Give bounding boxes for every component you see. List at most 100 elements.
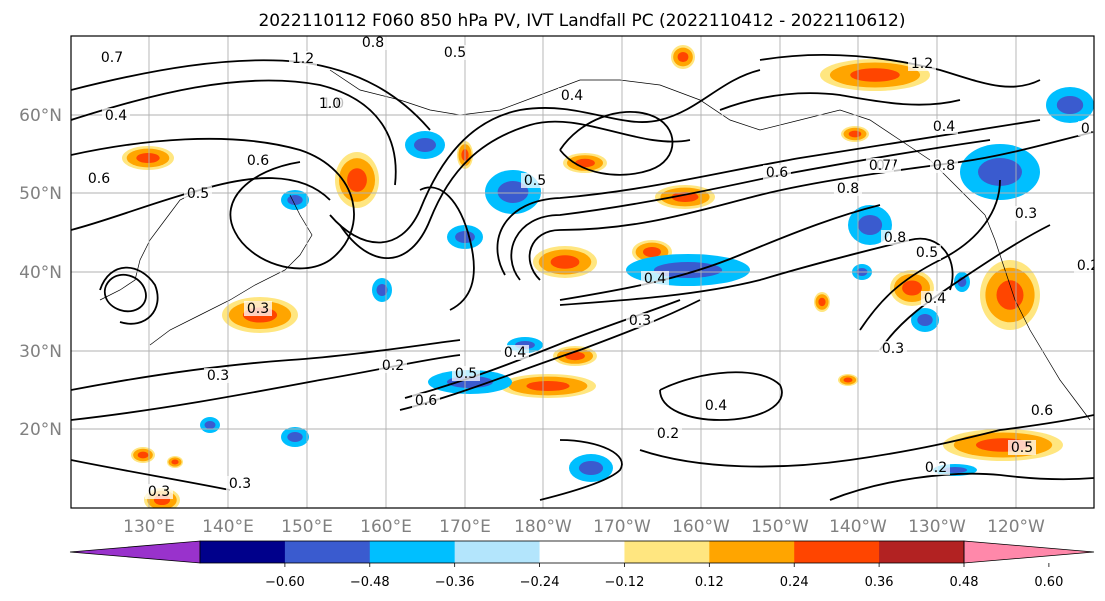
coastline [329, 69, 986, 216]
positive-anomaly-core [902, 280, 922, 296]
contour-label: 0.8 [362, 35, 384, 51]
pv-contour [719, 92, 961, 111]
contour-label: 0.4 [705, 398, 727, 414]
negative-anomaly-core [653, 262, 723, 278]
contour-label-bg [881, 230, 909, 245]
contour-label: 0.3 [247, 301, 269, 317]
colorbar-tick-label: −0.48 [350, 575, 390, 590]
contour-label-bg [1093, 0, 1105, 8]
contour-label-bg [1074, 258, 1094, 273]
contour-label-bg [204, 368, 232, 383]
contour-label: 0.3 [629, 313, 651, 329]
positive-anomaly-core [643, 246, 661, 258]
colorbar-extend-high [963, 540, 1095, 564]
contour-label-bg [452, 366, 480, 381]
contour-label: 1.2 [911, 56, 933, 72]
contour-label-bg [359, 36, 387, 50]
contour-label: 0.5 [916, 245, 938, 261]
positive-anomaly-core [850, 68, 900, 82]
contour-label: 0.7 [101, 50, 123, 66]
pv-contour [528, 131, 1094, 281]
colorbar-tick-label: 0.48 [950, 575, 979, 590]
contour-label: 0.5 [187, 186, 209, 202]
colorbar: −0.60 −0.48 −0.36 −0.24 −0.12 0.12 0.24 0.36 0.4… [69, 540, 1095, 590]
colorbar-extend-low [69, 540, 201, 564]
contour-label: 0.6 [766, 165, 788, 181]
pv-contour [879, 224, 1051, 351]
contour-label: 0.3 [882, 341, 904, 357]
x-tick-label: 160°W [672, 517, 730, 537]
colorbar-segment [284, 541, 371, 563]
y-tick-label: 20°N [19, 420, 62, 440]
pv-contour [829, 472, 1094, 501]
colorbar-segment [369, 541, 456, 563]
negative-anomaly-core [287, 195, 303, 205]
contour-label: 0.5 [524, 173, 546, 189]
chart-title: 2022110112 F060 850 hPa PV, IVT Landfall… [258, 11, 905, 31]
pv-contour [71, 459, 231, 491]
positive-anomaly-core [526, 380, 570, 392]
contour-label-bg [501, 345, 529, 360]
contour-label: 0.8 [837, 181, 859, 197]
contour-label-bg [1086, 0, 1105, 8]
pv-contour [103, 273, 147, 313]
negative-anomaly-core [414, 138, 436, 152]
pv-contour [559, 111, 674, 176]
colorbar-tick-label: −0.60 [265, 575, 305, 590]
contour-label-bg [879, 341, 907, 356]
y-tick-label: 40°N [19, 263, 62, 283]
contour-label: 0.4 [561, 88, 583, 104]
contour-label-bg [626, 313, 654, 328]
contour-label: 0.3 [1015, 206, 1037, 222]
contour-label: 0.2 [1089, 0, 1105, 9]
pv-contour [71, 339, 461, 391]
contour-label-bg [316, 96, 344, 111]
contour-label: 0.6 [1031, 403, 1053, 419]
positive-anomaly-core [677, 51, 689, 63]
gridlines [71, 36, 1094, 508]
y-axis-ticks: 20°N 30°N 40°N 50°N 60°N [19, 106, 62, 440]
colorbar-segment [539, 541, 625, 563]
pv-contours [71, 53, 1094, 501]
contour-label: 1.0 [319, 96, 341, 112]
contour-label: 0.4 [504, 345, 526, 361]
contour-label: 0.6 [88, 171, 110, 187]
contour-label-bg [441, 45, 469, 60]
negative-anomaly-core [376, 284, 388, 296]
pv-contour [339, 120, 691, 259]
colorbar-tick-label: 0.24 [780, 575, 809, 590]
pv-contour [99, 266, 159, 325]
contour-label-bg [1008, 440, 1036, 455]
positive-anomaly-core [996, 280, 1024, 310]
negative-anomaly-core [578, 461, 604, 475]
pv-contour [329, 69, 761, 244]
contour-label: 0.8 [933, 158, 955, 174]
pv-contour [559, 204, 881, 301]
negative-anomaly-core [917, 314, 933, 326]
colorbar-tick-label: 0.60 [1034, 575, 1063, 590]
colorbar-segment [879, 541, 965, 563]
positive-anomaly-core [347, 168, 367, 192]
colorbar-tick-label: −0.24 [520, 575, 560, 590]
x-tick-label: 160°E [360, 517, 412, 537]
contour-label-bg [922, 460, 950, 475]
contour-label: 0.8 [1081, 121, 1103, 137]
contour-label-bg [244, 301, 272, 316]
contour-label: 0.4 [105, 108, 127, 124]
contour-label: 0.8 [884, 230, 906, 246]
coastline [99, 189, 201, 301]
contour-label-bg [289, 51, 317, 66]
contour-label-bg [98, 50, 126, 65]
negative-anomaly-core [857, 215, 883, 235]
pv-contour [71, 79, 397, 186]
contour-label: 0.2 [382, 358, 404, 374]
negative-anomaly-core [287, 432, 303, 442]
pv-contour [71, 137, 355, 270]
contour-label-bg [226, 476, 254, 491]
pv-contour [510, 139, 991, 281]
colorbar-frame [199, 540, 965, 564]
contour-label: 0.6 [247, 153, 269, 169]
contour-label-bg [379, 358, 407, 373]
colorbar-segment [454, 541, 541, 563]
